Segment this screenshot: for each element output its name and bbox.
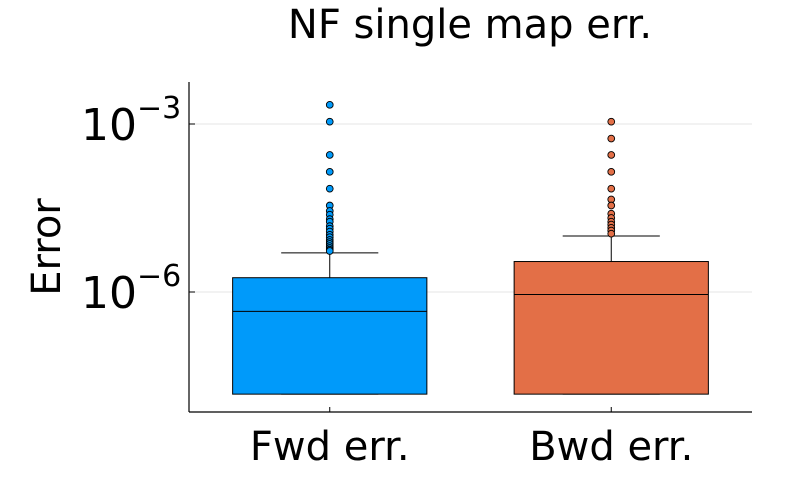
outlier-point [325, 117, 334, 126]
y-tick-label-exponent: −6 [137, 259, 181, 294]
x-tick-label: Fwd err. [250, 424, 410, 470]
outlier-point [325, 167, 334, 176]
axes [188, 82, 752, 413]
outlier-point [607, 201, 616, 210]
y-axis-label: Error [24, 198, 70, 296]
box-bwd [513, 261, 709, 395]
box-fwd [232, 277, 428, 395]
outlier-point [607, 117, 616, 126]
outlier-point [607, 134, 616, 143]
y-ticks: 10 −310 −6 [81, 91, 195, 319]
outlier-point [325, 247, 334, 255]
outlier-point [607, 167, 616, 176]
y-tick-label-exponent: −3 [137, 91, 181, 126]
boxes-layer [232, 100, 709, 395]
outlier-point [325, 100, 334, 109]
outlier-point [325, 184, 334, 193]
x-tick-label: Bwd err. [529, 424, 693, 470]
outlier-point [607, 151, 616, 159]
outlier-point [607, 184, 616, 193]
outlier-point [325, 151, 334, 159]
y-tick-label-base: 10 [81, 100, 137, 151]
chart-title: NF single map err. [288, 2, 652, 48]
y-tick-label-base: 10 [81, 268, 137, 319]
outlier-point [607, 229, 616, 238]
x-ticks: Fwd err. Bwd err. [250, 407, 693, 470]
